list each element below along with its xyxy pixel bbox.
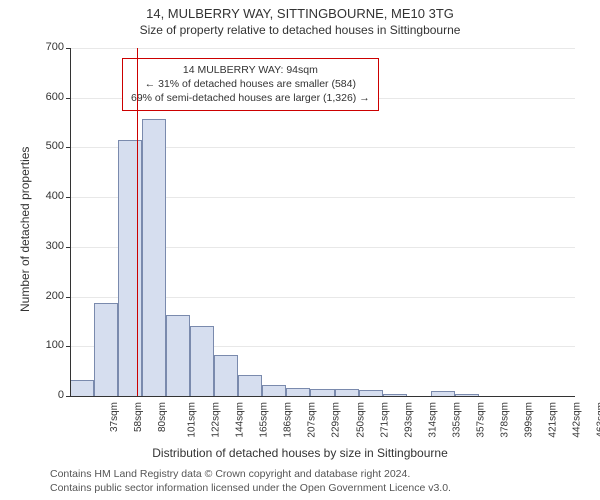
histogram-bar — [166, 315, 190, 396]
x-tick-label: 421sqm — [547, 402, 558, 438]
histogram-bar — [310, 389, 334, 396]
footer-line1: Contains HM Land Registry data © Crown c… — [50, 468, 451, 482]
x-tick-label: 58sqm — [133, 402, 144, 432]
x-tick-label: 399sqm — [523, 402, 534, 438]
x-tick-label: 80sqm — [157, 402, 168, 432]
x-tick-label: 207sqm — [307, 402, 318, 438]
histogram-bar — [214, 355, 238, 396]
y-axis-label: Number of detached properties — [18, 147, 32, 312]
x-tick-label: 293sqm — [403, 402, 414, 438]
annotation-line1: 14 MULBERRY WAY: 94sqm — [131, 63, 370, 77]
x-tick-label: 442sqm — [572, 402, 583, 438]
x-axis-label: Distribution of detached houses by size … — [0, 446, 600, 460]
histogram-bar — [94, 303, 118, 396]
histogram-bar — [142, 119, 166, 396]
annotation-line3: 69% of semi-detached houses are larger (… — [131, 91, 370, 105]
histogram-bar — [335, 389, 359, 396]
histogram-bar — [190, 326, 214, 396]
footer-line2: Contains public sector information licen… — [50, 482, 451, 496]
x-tick-label: 229sqm — [331, 402, 342, 438]
histogram-bar — [118, 140, 142, 396]
histogram-bar — [262, 385, 286, 396]
footer-text: Contains HM Land Registry data © Crown c… — [50, 468, 451, 495]
annotation-box: 14 MULBERRY WAY: 94sqm ← 31% of detached… — [122, 58, 379, 111]
x-tick-label: 165sqm — [259, 402, 270, 438]
chart-title: 14, MULBERRY WAY, SITTINGBOURNE, ME10 3T… — [0, 0, 600, 21]
x-axis-line — [70, 396, 575, 397]
gridline — [70, 48, 575, 49]
x-tick-label: 463sqm — [596, 402, 600, 438]
x-tick-label: 250sqm — [355, 402, 366, 438]
chart-container: { "title": "14, MULBERRY WAY, SITTINGBOU… — [0, 0, 600, 500]
x-tick-label: 357sqm — [475, 402, 486, 438]
y-tick-label: 300 — [34, 240, 64, 252]
histogram-bar — [238, 375, 262, 396]
chart-subtitle: Size of property relative to detached ho… — [0, 21, 600, 37]
x-tick-label: 314sqm — [427, 402, 438, 438]
histogram-bar — [70, 380, 94, 396]
x-tick-label: 186sqm — [283, 402, 294, 438]
y-tick-label: 400 — [34, 190, 64, 202]
x-tick-label: 271sqm — [379, 402, 390, 438]
x-tick-label: 144sqm — [235, 402, 246, 438]
histogram-bar — [286, 388, 310, 396]
x-tick-label: 335sqm — [451, 402, 462, 438]
marker-line — [137, 48, 139, 396]
x-tick-label: 122sqm — [211, 402, 222, 438]
y-tick-label: 100 — [34, 339, 64, 351]
y-tick-label: 500 — [34, 140, 64, 152]
y-tick-label: 200 — [34, 290, 64, 302]
y-tick-label: 600 — [34, 91, 64, 103]
y-tick-label: 0 — [34, 389, 64, 401]
y-axis-line — [70, 48, 71, 396]
annotation-line2: ← 31% of detached houses are smaller (58… — [131, 77, 370, 91]
x-tick-label: 378sqm — [499, 402, 510, 438]
y-tick-label: 700 — [34, 41, 64, 53]
x-tick-label: 37sqm — [109, 402, 120, 432]
x-tick-label: 101sqm — [187, 402, 198, 438]
